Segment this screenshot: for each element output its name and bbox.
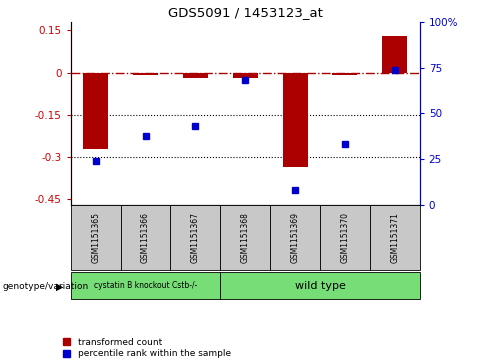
Bar	[320, 205, 370, 270]
Bar	[370, 205, 420, 270]
Bar	[133, 73, 158, 76]
Bar	[83, 73, 108, 149]
Text: wild type: wild type	[295, 281, 346, 291]
Text: GSM1151367: GSM1151367	[191, 212, 200, 263]
Bar	[71, 205, 121, 270]
Bar	[270, 205, 320, 270]
Bar	[332, 73, 357, 76]
Bar	[233, 73, 258, 78]
Title: GDS5091 / 1453123_at: GDS5091 / 1453123_at	[168, 6, 323, 19]
Text: genotype/variation: genotype/variation	[2, 282, 89, 290]
Text: GSM1151366: GSM1151366	[141, 212, 150, 263]
Bar	[220, 205, 270, 270]
Text: GSM1151370: GSM1151370	[341, 212, 349, 263]
Text: GSM1151371: GSM1151371	[390, 212, 399, 263]
Bar	[183, 73, 208, 78]
Bar	[382, 36, 407, 73]
Text: GSM1151368: GSM1151368	[241, 212, 250, 263]
Bar	[170, 205, 220, 270]
Bar	[121, 205, 170, 270]
Text: GSM1151365: GSM1151365	[91, 212, 100, 263]
Text: cystatin B knockout Cstb-/-: cystatin B knockout Cstb-/-	[94, 281, 197, 290]
Text: GSM1151369: GSM1151369	[290, 212, 300, 263]
Legend: transformed count, percentile rank within the sample: transformed count, percentile rank withi…	[63, 338, 231, 359]
Bar	[220, 272, 420, 299]
Text: ▶: ▶	[56, 282, 63, 292]
Bar	[71, 272, 220, 299]
Bar	[283, 73, 307, 167]
